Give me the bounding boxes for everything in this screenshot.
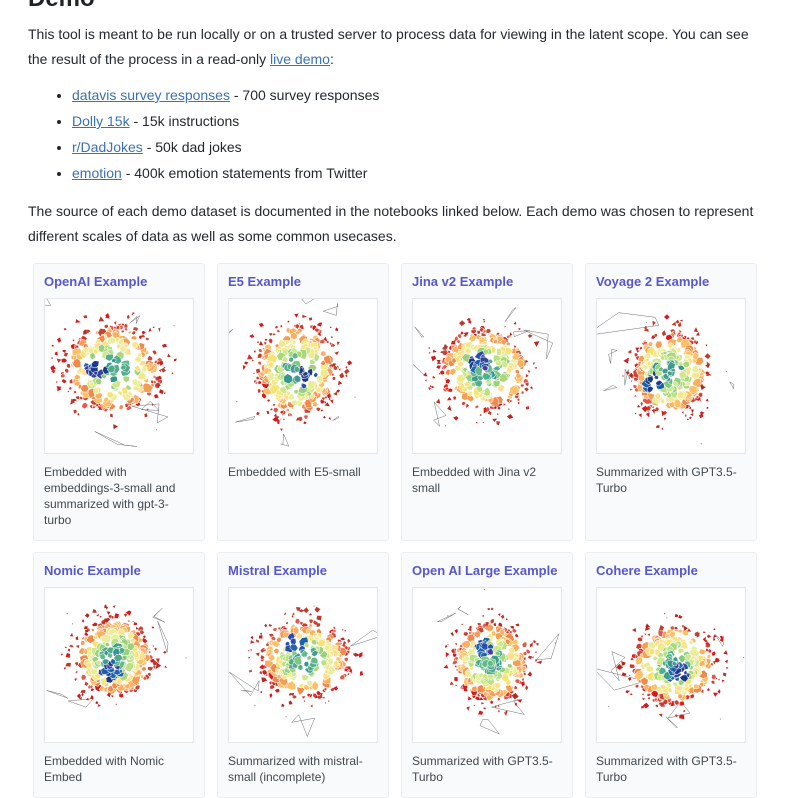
- list-item-datavis: datavis survey responses - 700 survey re…: [72, 82, 770, 108]
- intro-paragraph: This tool is meant to be run locally or …: [28, 22, 770, 72]
- list-item-text: - 700 survey responses: [230, 87, 379, 103]
- card-title[interactable]: Nomic Example: [44, 563, 194, 579]
- list-item-text: - 400k emotion statements from Twitter: [122, 165, 368, 181]
- demo-grid: OpenAI Example Embedded with embeddings-3…: [33, 263, 757, 798]
- demo-card: OpenAI Example Embedded with embeddings-3…: [33, 263, 205, 541]
- cluster-map: [229, 588, 377, 742]
- demo-card: Open AI Large Example Summarized with GPT…: [401, 552, 573, 798]
- dolly-15k-link[interactable]: Dolly 15k: [72, 113, 130, 129]
- cluster-map-image[interactable]: [228, 298, 378, 454]
- list-item-dadjokes: r/DadJokes - 50k dad jokes: [72, 134, 770, 160]
- source-paragraph: The source of each demo dataset is docum…: [28, 199, 770, 249]
- demo-card: Nomic Example Embedded with Nomic Embed: [33, 552, 205, 798]
- card-caption: Summarized with GPT3.5-Turbo: [596, 753, 746, 785]
- dataset-list: datavis survey responses - 700 survey re…: [28, 82, 770, 186]
- cluster-map: [229, 299, 377, 453]
- section-heading-clip: Demo: [28, 0, 770, 9]
- dadjokes-link[interactable]: r/DadJokes: [72, 139, 143, 155]
- card-title[interactable]: Cohere Example: [596, 563, 746, 579]
- intro-text-after: :: [330, 51, 334, 67]
- demo-card: Cohere Example Summarized with GPT3.5-Tur…: [585, 552, 757, 798]
- card-caption: Embedded with E5-small: [228, 464, 378, 480]
- cluster-map-image[interactable]: [596, 298, 746, 454]
- emotion-link[interactable]: emotion: [72, 165, 122, 181]
- card-caption: Embedded with Jina v2 small: [412, 464, 562, 496]
- card-caption: Summarized with mistral-small (incomplet…: [228, 753, 378, 785]
- cluster-map: [45, 299, 193, 453]
- card-title[interactable]: Jina v2 Example: [412, 274, 562, 290]
- cluster-map: [413, 588, 561, 742]
- card-title[interactable]: OpenAI Example: [44, 274, 194, 290]
- cluster-map-image[interactable]: [412, 587, 562, 743]
- cluster-map-image[interactable]: [596, 587, 746, 743]
- list-item-text: - 50k dad jokes: [143, 139, 242, 155]
- demo-card: E5 Example Embedded with E5-small: [217, 263, 389, 541]
- cluster-map: [45, 588, 193, 742]
- datavis-survey-responses-link[interactable]: datavis survey responses: [72, 87, 230, 103]
- section-heading: Demo: [28, 0, 770, 9]
- card-title[interactable]: Open AI Large Example: [412, 563, 562, 579]
- card-title[interactable]: Voyage 2 Example: [596, 274, 746, 290]
- card-caption: Embedded with Nomic Embed: [44, 753, 194, 785]
- card-caption: Embedded with embeddings-3-small and sum…: [44, 464, 194, 528]
- cluster-map: [413, 299, 561, 453]
- card-title[interactable]: E5 Example: [228, 274, 378, 290]
- intro-text-before: This tool is meant to be run locally or …: [28, 26, 749, 67]
- cluster-map: [597, 588, 745, 742]
- demo-card: Jina v2 Example Embedded with Jina v2 sma…: [401, 263, 573, 541]
- demo-card: Mistral Example Summarized with mistral-s…: [217, 552, 389, 798]
- cluster-map-image[interactable]: [412, 298, 562, 454]
- cluster-map-image[interactable]: [44, 298, 194, 454]
- demo-card: Voyage 2 Example Summarized with GPT3.5-T…: [585, 263, 757, 541]
- cluster-map-image[interactable]: [44, 587, 194, 743]
- cluster-map-image[interactable]: [228, 587, 378, 743]
- card-caption: Summarized with GPT3.5-Turbo: [412, 753, 562, 785]
- list-item-emotion: emotion - 400k emotion statements from T…: [72, 160, 770, 186]
- list-item-dolly: Dolly 15k - 15k instructions: [72, 108, 770, 134]
- live-demo-link[interactable]: live demo: [270, 51, 330, 67]
- card-caption: Summarized with GPT3.5-Turbo: [596, 464, 746, 496]
- cluster-map: [597, 299, 745, 453]
- card-title[interactable]: Mistral Example: [228, 563, 378, 579]
- list-item-text: - 15k instructions: [130, 113, 240, 129]
